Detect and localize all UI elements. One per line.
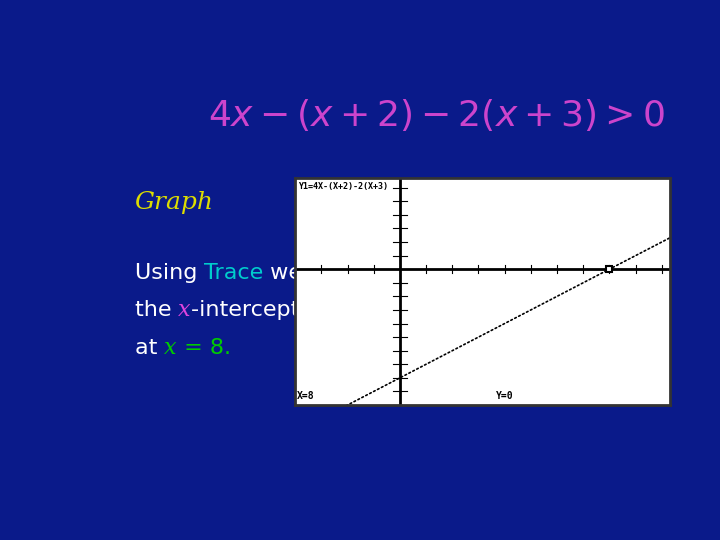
Text: Graph: Graph	[135, 191, 214, 213]
Text: Y=0: Y=0	[495, 391, 513, 401]
Text: x: x	[179, 299, 191, 321]
Text: Using: Using	[135, 262, 204, 283]
Text: Y1=4X-(X+2)-2(X+3): Y1=4X-(X+2)-2(X+3)	[298, 183, 388, 191]
Text: X=8: X=8	[297, 391, 314, 401]
Text: we find that: we find that	[264, 262, 404, 283]
Text: x: x	[164, 336, 176, 359]
Text: -intercept is located: -intercept is located	[191, 300, 413, 320]
Text: at: at	[135, 338, 164, 357]
Text: Trace: Trace	[204, 262, 264, 283]
Text: = 8.: = 8.	[176, 338, 230, 357]
Text: $4x-(x+2)-2(x+3)>0$: $4x-(x+2)-2(x+3)>0$	[207, 97, 665, 133]
Text: the: the	[135, 300, 179, 320]
